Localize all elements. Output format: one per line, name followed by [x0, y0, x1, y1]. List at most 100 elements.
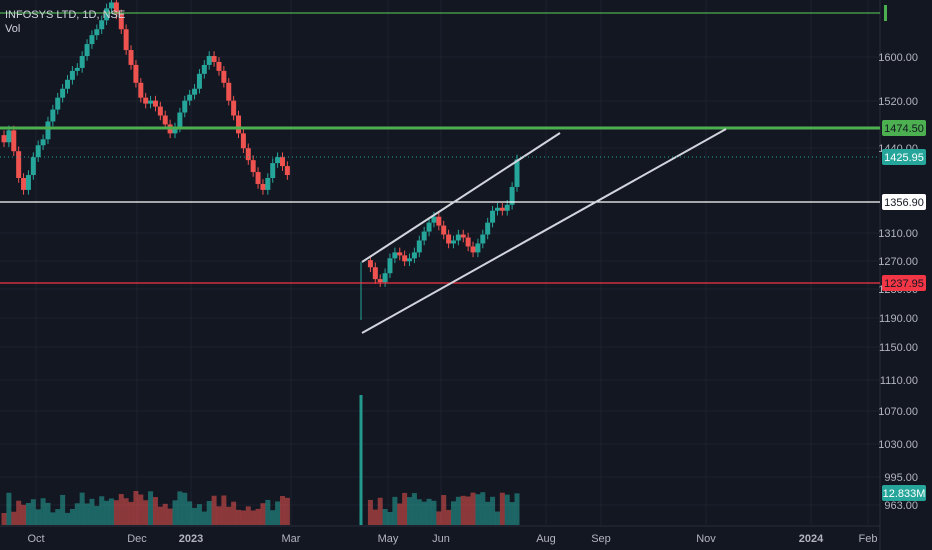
volume-bar: [465, 496, 471, 525]
time-tick-label: Dec: [127, 533, 147, 545]
time-tick-label: Nov: [696, 533, 716, 545]
volume-bar: [475, 494, 481, 525]
volume-bar: [284, 497, 290, 525]
candle-body: [50, 109, 56, 122]
volume-bar: [201, 511, 207, 525]
volume-bar: [270, 510, 276, 525]
candle-body: [367, 260, 373, 268]
volume-bar: [255, 508, 261, 525]
candle-body: [133, 64, 139, 83]
volume-bar: [265, 499, 271, 525]
candle-body: [206, 56, 212, 65]
price-candles: [1, 0, 520, 320]
candle-body: [270, 163, 276, 178]
candle-body: [397, 252, 403, 256]
volume-bar: [35, 509, 41, 525]
volume-bars: [1, 395, 520, 525]
drawn-lines[interactable]: [0, 5, 887, 334]
time-tick-label: Mar: [282, 533, 301, 545]
volume-bar: [40, 498, 46, 525]
candle-body: [74, 67, 80, 71]
volume-bar: [441, 495, 447, 525]
volume-bar: [6, 492, 12, 525]
volume-bar: [250, 510, 256, 525]
candle-body: [485, 222, 491, 235]
volume-value-tag: 12.833M: [883, 488, 926, 500]
candle-body: [21, 178, 27, 190]
symbol-title[interactable]: INFOSYS LTD, 1D, NSE: [5, 9, 126, 21]
volume-bar: [260, 503, 266, 525]
candle-body: [279, 157, 285, 167]
candle-body: [16, 151, 22, 178]
last-price-tag-bg: [882, 149, 926, 165]
candle-body: [40, 139, 46, 146]
candle-body: [221, 70, 227, 83]
price-tick-label: 1030.00: [878, 439, 918, 451]
time-axis[interactable]: Oct Dec 2023 Mar May Jun Aug Sep Nov 2024 Feb: [27, 533, 877, 545]
level-price-tag-1356: 1356.90: [884, 197, 924, 209]
candle-body: [470, 246, 476, 253]
candle-body: [377, 279, 383, 283]
volume-bar: [123, 498, 129, 525]
candle-body: [25, 175, 31, 190]
candle-body: [236, 115, 242, 134]
volume-bar: [182, 492, 188, 525]
candle-body: [11, 130, 17, 152]
volume-bar: [157, 506, 163, 525]
candle-body: [480, 234, 486, 244]
volume-bar: [167, 508, 173, 525]
channel-lower-line: [361, 128, 727, 334]
level-price-tag-1356-bg: [882, 194, 926, 210]
candle-body: [211, 56, 217, 62]
volume-bar: [226, 506, 232, 525]
volume-bar: [221, 495, 227, 525]
volume-bar: [387, 512, 393, 525]
candle-body: [275, 157, 281, 164]
candle-body: [509, 186, 515, 205]
candle-body: [157, 106, 163, 116]
time-tick-label: Sep: [591, 533, 611, 545]
candle-body: [460, 234, 466, 238]
candle-body: [69, 70, 75, 80]
volume-bar: [421, 501, 427, 525]
volume-bar: [240, 510, 246, 525]
channel-upper-line: [361, 132, 561, 263]
candle-body: [99, 20, 105, 30]
candle-body: [499, 207, 505, 211]
price-tags: 1474.50 1425.95 1356.90 1237.95 12.833M: [882, 120, 926, 501]
candle-body: [192, 88, 198, 95]
volume-indicator-label[interactable]: Vol: [5, 23, 21, 35]
volume-bar: [113, 500, 119, 525]
volume-bar: [138, 494, 144, 525]
candle-body: [446, 234, 452, 244]
grid: [0, 0, 881, 550]
volume-bar: [74, 503, 80, 525]
volume-bar: [45, 502, 51, 525]
volume-bar: [65, 512, 71, 525]
volume-bar: [104, 500, 110, 525]
volume-bar: [450, 501, 456, 525]
volume-bar: [392, 496, 398, 525]
volume-bar: [377, 497, 383, 525]
candle-body: [402, 255, 408, 262]
volume-bar: [196, 504, 202, 525]
volume-bar: [133, 491, 139, 525]
candle-body: [6, 130, 12, 143]
volume-bar: [411, 493, 417, 525]
level-handle: [884, 5, 887, 21]
price-tick-label: 1070.00: [878, 406, 918, 418]
candle-body: [455, 234, 461, 241]
volume-bar: [514, 493, 520, 525]
candle-body: [123, 29, 129, 51]
volume-bar: [504, 494, 510, 525]
candle-body: [177, 112, 183, 128]
candle-body: [113, 2, 119, 15]
candle-body: [260, 183, 266, 190]
candle-body: [490, 210, 496, 223]
price-tick-label: 995.00: [884, 472, 918, 484]
candle-body: [392, 252, 398, 259]
volume-bar: [192, 507, 198, 525]
time-tick-label: 2024: [799, 533, 824, 545]
volume-bar: [480, 492, 486, 525]
